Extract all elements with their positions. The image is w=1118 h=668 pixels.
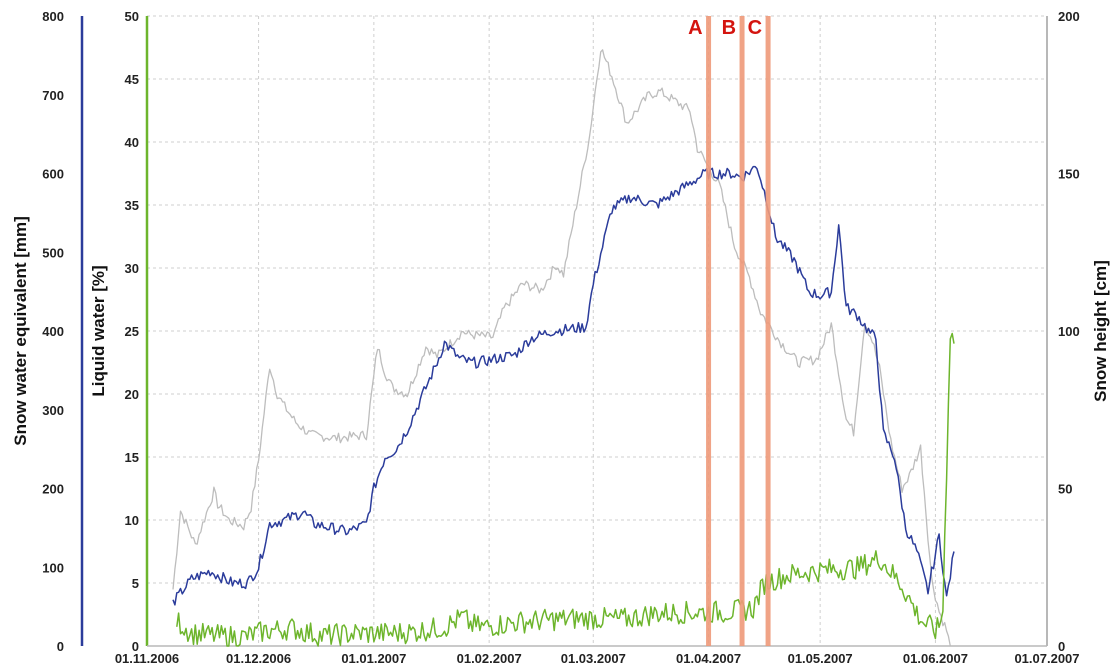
marker-label-c: C bbox=[748, 17, 762, 39]
swe-tick-label: 600 bbox=[42, 167, 64, 182]
x-tick-label: 01.01.2007 bbox=[341, 651, 406, 666]
swe-tick-label: 200 bbox=[42, 482, 64, 497]
height-tick-label: 150 bbox=[1058, 167, 1080, 182]
marker-label-b: B bbox=[722, 17, 736, 39]
swe-tick-label: 300 bbox=[42, 403, 64, 418]
data-series bbox=[172, 49, 955, 647]
swe-tick-label: 100 bbox=[42, 560, 64, 575]
x-tick-label: 01.05.2007 bbox=[788, 651, 853, 666]
liquid-tick-label: 50 bbox=[125, 9, 139, 24]
swe-axis-title: Snow water equivalent [mm] bbox=[11, 216, 30, 446]
grid bbox=[147, 15, 1047, 646]
swe-tick-label: 400 bbox=[42, 324, 64, 339]
height-tick-label: 100 bbox=[1058, 324, 1080, 339]
liquid-tick-label: 25 bbox=[125, 324, 139, 339]
liquid-tick-label: 35 bbox=[125, 198, 139, 213]
height-axis-title: Snow height [cm] bbox=[1091, 260, 1110, 402]
swe-tick-label: 700 bbox=[42, 88, 64, 103]
liquid-axis-title: Liquid water [%] bbox=[89, 265, 108, 396]
x-tick-label: 01.03.2007 bbox=[561, 651, 626, 666]
marker-label-a: A bbox=[688, 17, 702, 39]
x-tick-label: 01.06.2007 bbox=[903, 651, 968, 666]
height-tick-label: 0 bbox=[1058, 639, 1065, 654]
liquid-tick-label: 20 bbox=[125, 387, 139, 402]
height-series-line bbox=[172, 49, 951, 647]
liquid-tick-label: 30 bbox=[125, 261, 139, 276]
liquid-tick-label: 45 bbox=[125, 72, 139, 87]
liquid-tick-labels: 0 5 10 15 20 25 30 35 40 45 50 bbox=[125, 9, 139, 654]
liquid-tick-label: 10 bbox=[125, 513, 139, 528]
liquid-series-line bbox=[176, 332, 955, 647]
x-tick-label: 01.12.2006 bbox=[226, 651, 291, 666]
liquid-tick-label: 0 bbox=[132, 639, 139, 654]
swe-tick-label: 800 bbox=[42, 9, 64, 24]
height-tick-label: 50 bbox=[1058, 482, 1072, 497]
liquid-tick-label: 5 bbox=[132, 576, 139, 591]
height-tick-labels: 0 50 100 150 200 bbox=[1058, 9, 1080, 654]
x-tick-label: 01.11.2006 bbox=[115, 651, 179, 666]
height-tick-label: 200 bbox=[1058, 9, 1080, 24]
liquid-tick-label: 40 bbox=[125, 135, 139, 150]
swe-tick-label: 500 bbox=[42, 245, 64, 260]
x-tick-labels: 01.11.2006 01.12.2006 01.01.2007 01.02.2007… bbox=[115, 651, 1080, 666]
liquid-tick-label: 15 bbox=[125, 450, 139, 465]
x-tick-label: 01.02.2007 bbox=[457, 651, 522, 666]
x-tick-label: 01.04.2007 bbox=[676, 651, 741, 666]
swe-series-line bbox=[172, 165, 955, 606]
x-tick-label: 01.07.2007 bbox=[1014, 651, 1079, 666]
swe-tick-label: 0 bbox=[57, 639, 64, 654]
swe-tick-labels: 0 100 200 300 400 500 600 700 800 bbox=[42, 9, 64, 654]
